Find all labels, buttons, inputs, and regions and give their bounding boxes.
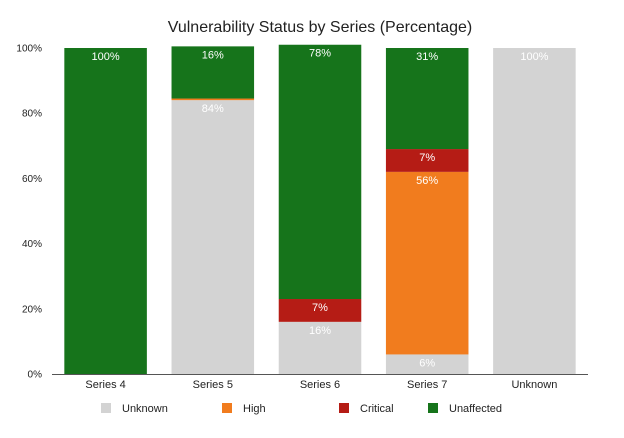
data-label: 16% (202, 49, 224, 61)
data-label: 6% (419, 357, 435, 369)
bar-segment (278, 299, 362, 322)
x-tick-label: Series 5 (193, 379, 233, 391)
y-tick-label: 40% (22, 239, 42, 250)
bar-segment (493, 48, 576, 374)
x-tick-label: Unknown (511, 379, 557, 391)
y-tick-label: 60% (22, 174, 42, 185)
bar-segment (385, 149, 469, 172)
bar-segment (64, 48, 147, 374)
x-tick-label: Series 6 (300, 379, 340, 391)
y-axis: 0% 20% 40% 60% 80% 100% (16, 44, 42, 381)
bar-segment (171, 46, 255, 99)
legend: Unknown High Critical Unaffected (101, 403, 502, 415)
data-label: 84% (202, 103, 224, 115)
x-tick-label: Series 4 (85, 379, 125, 391)
y-tick-label: 20% (22, 304, 42, 315)
bar-segment (385, 171, 469, 355)
bar-segment (385, 354, 469, 374)
data-label: 100% (520, 51, 548, 63)
data-label: 16% (309, 325, 331, 337)
bar-segment (171, 98, 255, 101)
data-label: 7% (419, 152, 435, 164)
x-axis-labels: Series 4 Series 5 Series 6 Series 7 Unknown (85, 379, 557, 391)
legend-swatch (222, 403, 232, 413)
legend-label: Unknown (122, 403, 168, 415)
bar-segment (385, 48, 469, 150)
data-label: 56% (416, 175, 438, 187)
chart-title: Vulnerability Status by Series (Percenta… (168, 19, 472, 36)
y-tick-label: 80% (22, 109, 42, 120)
data-label: 7% (312, 302, 328, 314)
bar-segment (278, 321, 362, 374)
legend-swatch (428, 403, 438, 413)
legend-swatch (339, 403, 349, 413)
data-label: 31% (416, 51, 438, 63)
y-tick-label: 100% (16, 44, 42, 55)
data-label: 100% (92, 51, 120, 63)
legend-label: Critical (360, 403, 394, 415)
legend-label: High (243, 403, 266, 415)
data-label: 78% (309, 48, 331, 60)
legend-swatch (101, 403, 111, 413)
legend-label: Unaffected (449, 403, 502, 415)
bars: 100% 84% 16% 16% 7% 78% 6% 56% 7% 31% 100% (64, 44, 576, 374)
y-tick-label: 0% (28, 370, 43, 381)
x-tick-label: Series 7 (407, 379, 447, 391)
bar-segment (278, 44, 362, 300)
bar-segment (171, 100, 255, 374)
